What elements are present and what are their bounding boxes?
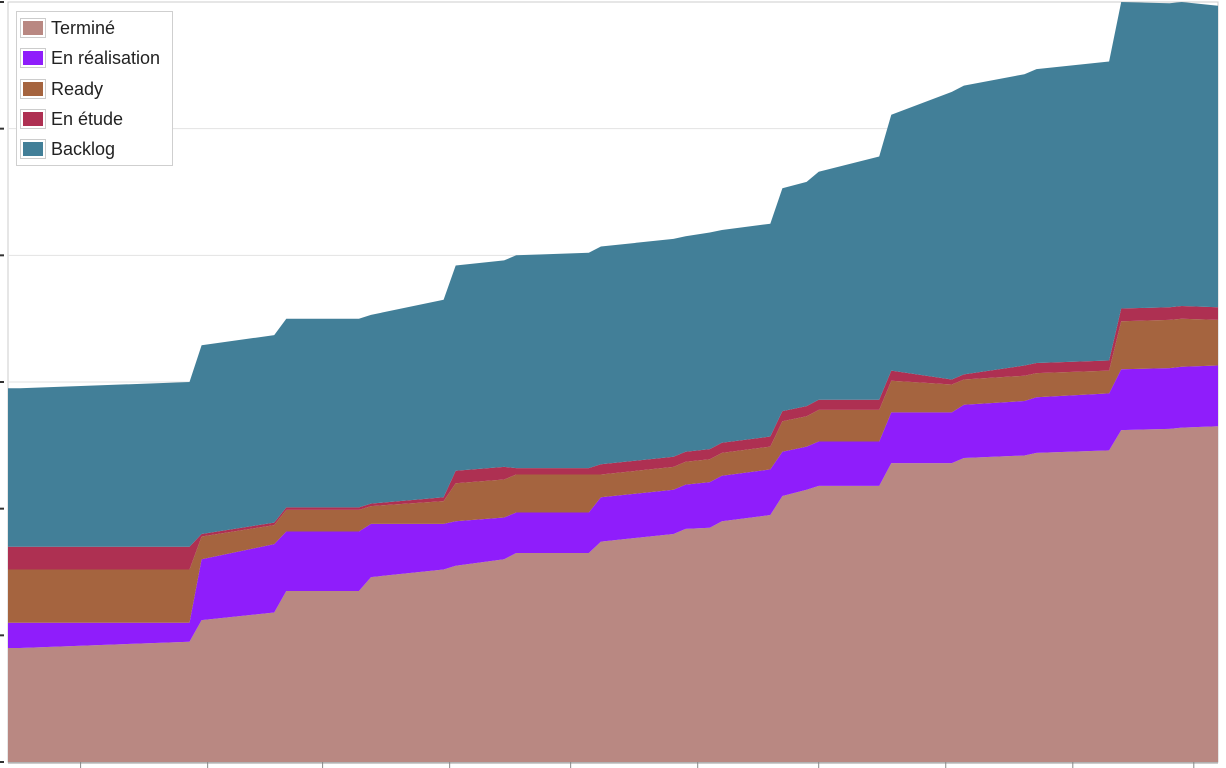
legend-item-en-realisation: En réalisation	[20, 46, 161, 70]
legend-label-en-realisation: En réalisation	[51, 47, 161, 68]
legend-label-backlog: Backlog	[51, 138, 116, 159]
area-series-backlog	[8, 2, 1218, 547]
legend-item-ready: Ready	[20, 77, 104, 101]
legend-swatch-termine	[20, 18, 46, 38]
area-series-ready	[8, 318, 1218, 623]
legend-swatch-en-realisation	[20, 48, 46, 68]
legend-item-backlog: Backlog	[20, 137, 116, 161]
chart-legend: Terminé En réalisation Ready En étude Ba…	[16, 11, 173, 166]
legend-label-ready: Ready	[51, 78, 104, 99]
legend-swatch-en-etude	[20, 109, 46, 129]
legend-label-en-etude: En étude	[51, 108, 124, 129]
legend-swatch-ready	[20, 79, 46, 99]
legend-label-termine: Terminé	[51, 17, 116, 38]
area-series-en-realisation	[8, 365, 1218, 648]
area-series-termine	[8, 426, 1218, 762]
legend-swatch-backlog	[20, 139, 46, 159]
legend-item-en-etude: En étude	[20, 107, 124, 131]
legend-item-termine: Terminé	[20, 16, 116, 40]
